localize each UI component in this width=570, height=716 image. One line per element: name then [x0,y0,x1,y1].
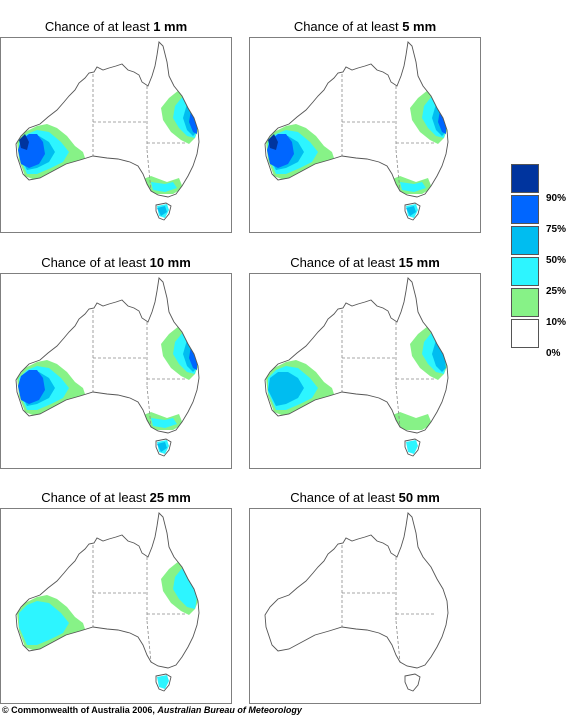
state-boundary [146,149,152,192]
tasmania-coastline [404,673,421,692]
mainland-coastline [15,277,200,434]
rain-probability-region [189,110,197,134]
mainland-coastline [15,41,200,198]
title-prefix: Chance of at least [41,490,150,505]
australia-map-svg [15,41,200,221]
australia-map-svg [15,277,200,457]
title-prefix: Chance of at least [41,255,150,270]
tasmania-coastline [155,202,172,221]
australia-map-svg [264,277,449,457]
state-boundary [395,149,401,192]
title-prefix: Chance of at least [290,255,399,270]
rainfall-map [0,37,232,233]
panel-title: Chance of at least 1 mm [0,17,232,37]
tasmania-coastline [155,438,172,457]
legend-band-25-50 [511,257,539,286]
mainland-coastline [264,512,449,669]
panel-title: Chance of at least 5 mm [249,17,481,37]
title-prefix: Chance of at least [44,19,154,34]
title-prefix: Chance of at least [290,490,399,505]
australia-map-svg [264,512,449,692]
rainfall-map [0,508,232,704]
rainfall-map [0,273,232,469]
tasmania-coastline [155,673,172,692]
panel-title: Chance of at least 50 mm [249,488,481,508]
legend-label-75: 75% [546,224,567,235]
rainfall-map [249,508,481,704]
rain-probability-region [19,601,69,645]
rain-probability-region [19,134,29,150]
panel-title: Chance of at least 25 mm [0,488,232,508]
tasmania-coastline [404,438,421,457]
rain-probability-region [268,134,278,150]
mainland-coastline [15,512,200,669]
rain-probability-region [432,340,446,372]
mainland-coastline [264,41,449,198]
title-prefix: Chance of at least [293,19,403,34]
rain-probability-region [189,346,197,370]
rain-probability-region [18,370,45,404]
legend-label-0: 0% [546,348,561,359]
rain-probability-region [173,567,197,609]
legend-band-10-25 [511,288,539,317]
rain-probability-region [157,442,167,452]
rain-probability-region [151,418,177,428]
copyright-text: © Commonwealth of Australia 2006, [2,705,158,715]
rain-probability-region [151,182,177,192]
agency-name: Australian Bureau of Meteorology [157,705,302,715]
state-boundary [146,620,152,663]
legend-band-75-90 [511,195,539,224]
title-amount: 15 mm [398,255,440,270]
title-amount: 10 mm [149,255,191,270]
rain-probability-region [406,206,416,216]
legend-label-50: 50% [546,255,567,266]
australia-map-svg [15,512,200,692]
title-amount: 25 mm [149,490,191,505]
state-boundary [146,385,152,428]
rain-probability-region [400,182,426,192]
rain-probability-region [157,206,167,216]
rain-probability-region [268,372,304,406]
legend-band-90-100 [511,164,539,193]
state-boundary [395,385,401,428]
title-amount: 5 mm [402,19,437,34]
mainland-coastline [264,277,449,434]
panel-title: Chance of at least 15 mm [249,253,481,273]
state-boundary [395,620,401,663]
tasmania-coastline [404,202,421,221]
legend-label-90: 90% [546,193,567,204]
panel-title: Chance of at least 10 mm [0,253,232,273]
legend-label-10: 10% [546,317,567,328]
rainfall-map [249,37,481,233]
legend-band-0-10 [511,319,539,348]
rain-probability-region [438,110,446,134]
legend-label-25: 25% [546,286,567,297]
rain-probability-region [157,675,169,689]
copyright-notice: © Commonwealth of Australia 2006, Austra… [2,705,302,715]
rain-probability-region [390,412,432,430]
rain-probability-region [406,440,418,454]
australia-map-svg [264,41,449,221]
rainfall-map [249,273,481,469]
title-amount: 50 mm [398,490,440,505]
legend-band-50-75 [511,226,539,255]
title-amount: 1 mm [153,19,188,34]
